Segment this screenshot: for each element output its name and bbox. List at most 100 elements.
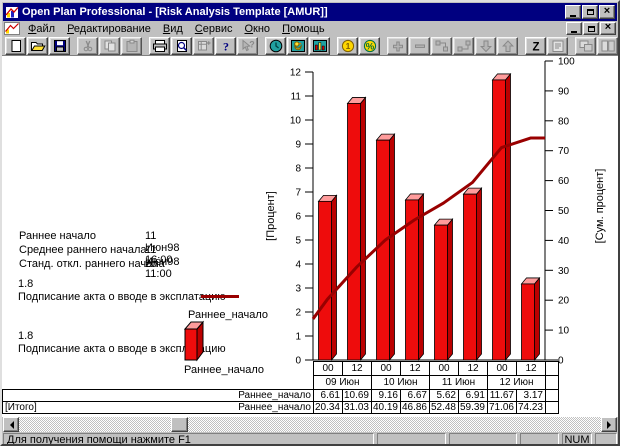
statusbar: Для получения помощи нажмите F1 NUM	[3, 433, 617, 444]
delete-activity-button	[409, 36, 430, 55]
help-button[interactable]: ?	[215, 36, 236, 55]
menu-file[interactable]: Файл	[28, 22, 56, 35]
toolbar-group: Z	[525, 36, 568, 55]
toolbar-group	[5, 36, 70, 55]
svg-text:Z: Z	[532, 41, 539, 53]
svg-text:10: 10	[290, 116, 302, 127]
menu-window[interactable]: Окно	[244, 22, 271, 35]
cost-button[interactable]: 1	[337, 36, 358, 55]
status-panel	[595, 433, 617, 444]
notes-button	[547, 36, 568, 55]
move-up-icon	[501, 39, 514, 52]
cumulative-value-cell: 46.86	[400, 401, 430, 414]
hour-cell: 12	[400, 361, 430, 376]
svg-text:7: 7	[295, 188, 301, 199]
percent-button[interactable]: %	[359, 36, 380, 55]
cumulative-value-cell: 52.48	[429, 401, 459, 414]
resource-analysis-button[interactable]	[287, 36, 308, 55]
toolbar-group	[265, 36, 330, 55]
calculate-button	[193, 36, 214, 55]
restore-button[interactable]	[582, 5, 598, 19]
toolbar-group	[77, 36, 142, 55]
scroll-right-button[interactable]	[601, 417, 617, 432]
cumulative-value-cell: 59.39	[458, 401, 488, 414]
close-button[interactable]: ×	[599, 5, 615, 19]
date-cell: 11 Июн	[429, 375, 488, 390]
info-row: Станд. откл. раннего начала 2d	[19, 258, 165, 270]
time-analysis-button[interactable]	[265, 36, 286, 55]
svg-text:30: 30	[558, 266, 570, 277]
date-cell: 09 Июн	[313, 375, 372, 390]
toolbar: ?? 1% Z	[2, 36, 618, 55]
open-button[interactable]	[27, 36, 48, 55]
histogram-bar	[520, 276, 541, 362]
legend-bar-swatch	[183, 320, 206, 365]
new-button[interactable]	[5, 36, 26, 55]
minimize-icon	[571, 31, 577, 33]
legend-line-swatch	[201, 295, 239, 298]
svg-text:?: ?	[223, 39, 229, 53]
left-axis-title: [Процент]	[265, 191, 277, 241]
info-value: 11 Июн98 11:00	[145, 244, 180, 280]
date-cell: 10 Июн	[371, 375, 430, 390]
print-preview-icon	[176, 39, 187, 52]
legend-activity-name: Подписание акта о вводе в эксплатацию	[18, 343, 226, 355]
print-preview-button[interactable]	[171, 36, 192, 55]
child-minimize-button[interactable]	[566, 22, 582, 35]
menu-edit[interactable]: Редактирование	[67, 22, 151, 35]
new-icon	[11, 39, 21, 52]
minimize-button[interactable]	[565, 5, 581, 19]
histogram-bar	[317, 194, 338, 362]
window-cascade-icon	[579, 40, 592, 51]
cut-icon	[83, 40, 92, 51]
move-down-button	[475, 36, 496, 55]
hour-cell: 00	[429, 361, 459, 376]
save-button[interactable]	[49, 36, 70, 55]
svg-text:1: 1	[345, 41, 350, 51]
svg-text:1: 1	[295, 332, 301, 343]
child-close-button[interactable]: ×	[600, 22, 616, 35]
menu-view[interactable]: Вид	[162, 22, 183, 35]
hour-cell: 00	[313, 361, 343, 376]
info-value: 2d	[145, 258, 158, 270]
scroll-left-button[interactable]	[3, 417, 19, 432]
svg-text:4: 4	[295, 260, 301, 271]
row-label-cell: [Итого] Раннее_начало	[2, 401, 314, 414]
scrollbar-track[interactable]	[19, 417, 601, 432]
hour-cell: 12	[342, 361, 372, 376]
window-tile-button	[597, 36, 618, 55]
chart-view: 0 1 2 3 4 5 6 7 8 9 10 11 12 0 10 20 30 40 50 60 70 80 90 100 [П…	[2, 55, 618, 417]
menu-help[interactable]: Помощь	[282, 22, 325, 35]
print-icon	[152, 39, 167, 52]
svg-text:?: ?	[249, 39, 255, 49]
copy-button	[99, 36, 120, 55]
hour-cell: 00	[487, 361, 517, 376]
info-label: Среднее раннего начала	[19, 244, 147, 256]
risk-histogram-icon	[312, 39, 327, 52]
right-axis-title: [Сум. процент]	[594, 169, 606, 244]
cumulative-line	[311, 136, 545, 320]
cut-button	[77, 36, 98, 55]
series-row-label: Раннее_начало	[238, 390, 311, 401]
window-title: Open Plan Professional - [Risk Analysis …	[22, 6, 328, 18]
paste-icon	[126, 39, 137, 52]
open-icon	[30, 41, 46, 51]
link-activities-icon	[435, 40, 448, 51]
svg-text:6: 6	[295, 212, 301, 223]
scrollbar-thumb[interactable]	[171, 417, 188, 432]
status-message: Для получения помощи нажмите F1	[3, 433, 374, 444]
svg-text:0: 0	[558, 356, 564, 367]
svg-text:90: 90	[558, 86, 570, 97]
restore-icon	[586, 9, 594, 15]
svg-text:12: 12	[290, 68, 302, 79]
notes-icon	[552, 40, 563, 52]
context-help-button: ?	[237, 36, 258, 55]
risk-histogram-button[interactable]	[309, 36, 330, 55]
status-panel	[520, 433, 559, 444]
menu-tools[interactable]: Сервис	[194, 22, 233, 35]
zoom-button[interactable]: Z	[525, 36, 546, 55]
print-button[interactable]	[149, 36, 170, 55]
child-restore-button[interactable]	[583, 22, 599, 35]
horizontal-scrollbar[interactable]	[3, 417, 617, 432]
minimize-icon	[570, 14, 576, 17]
